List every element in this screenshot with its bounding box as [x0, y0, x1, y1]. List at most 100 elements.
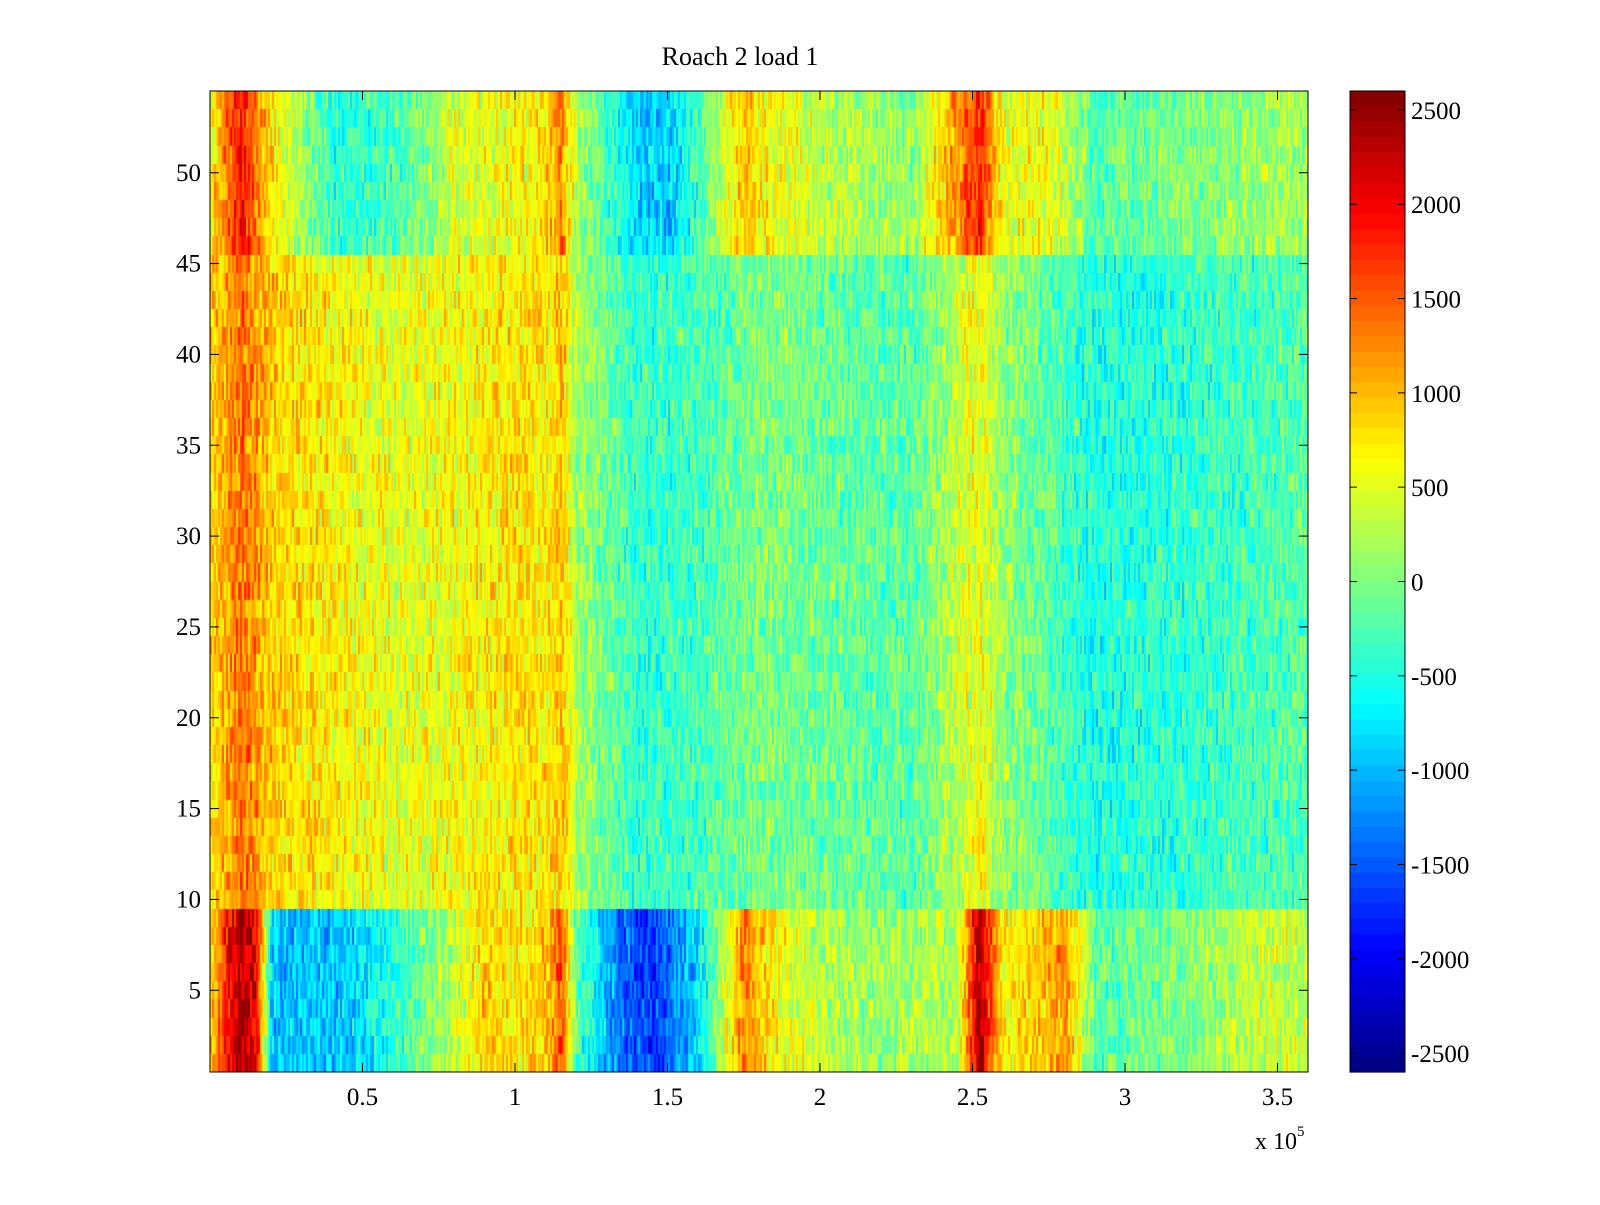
y-tick-label: 15	[176, 796, 201, 823]
colorbar-swatch	[1350, 412, 1405, 429]
colorbar-tick-label: 500	[1411, 475, 1449, 502]
colorbar-swatch	[1350, 1041, 1405, 1058]
colorbar-swatch	[1350, 964, 1405, 981]
y-tick-label: 40	[176, 341, 201, 368]
colorbar-swatch	[1350, 765, 1405, 782]
colorbar-swatch	[1350, 826, 1405, 843]
colorbar-swatch	[1350, 949, 1405, 966]
colorbar-swatch	[1350, 811, 1405, 828]
y-tick-label: 25	[176, 614, 201, 641]
x-tick-label: 3	[1119, 1084, 1132, 1111]
x-multiplier-base: x 10	[1255, 1129, 1297, 1155]
y-tick-label: 10	[176, 886, 201, 913]
colorbar-swatch	[1350, 152, 1405, 169]
colorbar-swatch	[1350, 228, 1405, 245]
colorbar-swatch	[1350, 980, 1405, 996]
x-axis: 0.5 1 1.5 2 2.5 3 3.5	[347, 91, 1293, 1111]
colorbar-swatch	[1350, 1010, 1405, 1027]
y-tick-label: 5	[189, 977, 202, 1004]
y-axis: 5 10 15 20 25 30 35 40 45 50	[176, 160, 1308, 1004]
colorbar-swatch	[1350, 857, 1405, 874]
colorbar-swatch	[1350, 489, 1405, 506]
y-tick-label: 35	[176, 432, 201, 459]
colorbar-tick-label: -500	[1411, 664, 1457, 691]
colorbar-swatch	[1350, 167, 1405, 184]
colorbar-swatch	[1350, 91, 1405, 107]
colorbar-swatch	[1350, 842, 1405, 859]
colorbar-swatch	[1350, 290, 1405, 307]
colorbar-swatch	[1350, 520, 1405, 537]
colorbar-swatch	[1350, 428, 1405, 445]
colorbar-swatch	[1350, 612, 1405, 629]
x-axis-multiplier: x 105	[1255, 1124, 1305, 1156]
colorbar-tick-label: -2500	[1411, 1041, 1469, 1068]
colorbar-swatch	[1350, 504, 1405, 521]
colorbar-swatch	[1350, 351, 1405, 368]
x-tick-label: 0.5	[347, 1084, 378, 1111]
colorbar-swatch	[1350, 734, 1405, 751]
colorbar-swatch	[1350, 934, 1405, 950]
colorbar-swatch	[1350, 366, 1405, 383]
y-tick-label: 30	[176, 523, 201, 550]
colorbar-swatch	[1350, 688, 1405, 705]
colorbar-swatch	[1350, 995, 1405, 1012]
colorbar-swatch	[1350, 918, 1405, 935]
x-tick-label: 2	[814, 1084, 827, 1111]
colorbar-swatch	[1350, 244, 1405, 261]
colorbar-swatch	[1350, 627, 1405, 644]
colorbar-swatch	[1350, 305, 1405, 322]
colorbar-tick-label: -1000	[1411, 758, 1469, 785]
y-tick-label: 45	[176, 251, 201, 278]
colorbar: 2500 2000 1500 1000 500 0 -500 -1000 -1500 -2000 -…	[1349, 90, 1469, 1073]
colorbar-swatch	[1350, 872, 1405, 889]
colorbar-swatch	[1350, 796, 1405, 813]
colorbar-swatch	[1350, 903, 1405, 920]
colorbar-swatch	[1350, 888, 1405, 904]
colorbar-swatch	[1350, 458, 1405, 475]
colorbar-swatch	[1350, 213, 1405, 230]
colorbar-swatch	[1350, 642, 1405, 659]
colorbar-swatch	[1350, 336, 1405, 353]
colorbar-swatch	[1350, 704, 1405, 721]
colorbar-swatch	[1350, 474, 1405, 491]
colorbar-tick-label: 2500	[1411, 98, 1461, 125]
colorbar-swatch	[1350, 1056, 1405, 1073]
colorbar-swatch	[1350, 566, 1405, 583]
x-tick-label: 1.5	[652, 1084, 683, 1111]
colorbar-tick-label: -2000	[1411, 947, 1469, 974]
colorbar-swatch	[1350, 719, 1405, 736]
colorbar-swatch	[1350, 658, 1405, 675]
colorbar-swatch	[1350, 673, 1405, 690]
colorbar-swatch	[1350, 121, 1405, 138]
colorbar-swatch	[1350, 535, 1405, 552]
colorbar-swatch	[1350, 182, 1405, 199]
colorbar-tick-label: 1000	[1411, 381, 1461, 408]
colorbar-swatch	[1350, 750, 1405, 767]
colorbar-swatch	[1350, 1026, 1405, 1042]
colorbar-tick-label: 0	[1411, 570, 1424, 597]
x-tick-label: 1	[509, 1084, 522, 1111]
colorbar-swatch	[1350, 581, 1405, 598]
y-tick-label: 20	[176, 705, 201, 732]
colorbar-tick-label: 1500	[1411, 287, 1461, 314]
colorbar-swatch	[1350, 382, 1405, 399]
colorbar-swatch	[1350, 106, 1405, 123]
colorbar-tick-label: -1500	[1411, 852, 1469, 879]
heatmap-layer	[210, 91, 1308, 1072]
colorbar-swatch	[1350, 274, 1405, 291]
y-tick-label: 50	[176, 160, 201, 187]
heatmap-image	[210, 91, 1308, 1072]
colorbar-swatch	[1350, 320, 1405, 337]
x-tick-label: 3.5	[1262, 1084, 1293, 1111]
colorbar-swatch	[1350, 780, 1405, 797]
colorbar-tick-label: 2000	[1411, 192, 1461, 219]
x-tick-label: 2.5	[957, 1084, 988, 1111]
colorbar-swatch	[1350, 198, 1405, 215]
plot-frame	[209, 90, 1309, 1073]
colorbar-swatch	[1350, 136, 1405, 153]
colorbar-swatch	[1350, 443, 1405, 460]
colorbar-swatch	[1350, 397, 1405, 414]
colorbar-swatch	[1350, 596, 1405, 613]
